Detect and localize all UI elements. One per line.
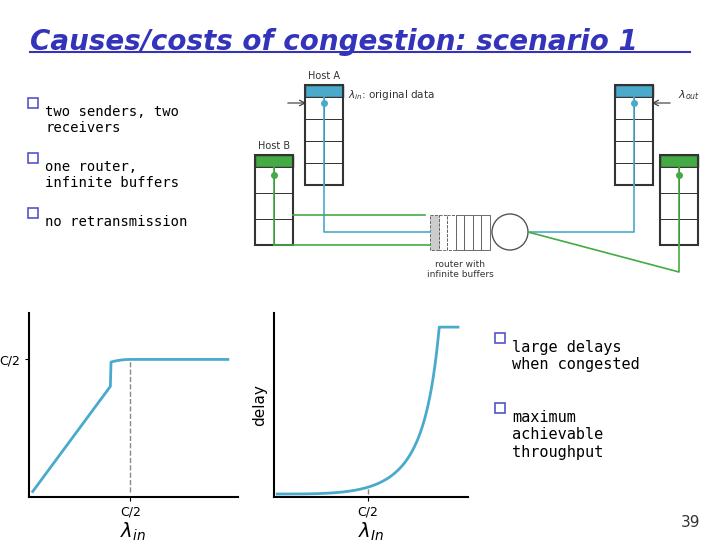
Bar	[660, 155, 698, 167]
Bar	[634, 141, 653, 163]
Y-axis label: delay: delay	[252, 384, 266, 426]
Bar	[255, 167, 274, 193]
Bar	[615, 85, 653, 185]
Bar	[28, 208, 38, 218]
Text: 39: 39	[680, 515, 700, 530]
Text: one router,
infinite buffers: one router, infinite buffers	[45, 160, 179, 190]
Text: two senders, two
receivers: two senders, two receivers	[45, 105, 179, 135]
Bar	[615, 85, 653, 97]
Bar	[274, 167, 293, 193]
Bar	[305, 97, 324, 119]
Bar	[615, 119, 634, 141]
Text: Host A: Host A	[308, 71, 340, 81]
Bar	[28, 153, 38, 163]
Bar	[255, 193, 274, 219]
Bar	[634, 119, 653, 141]
Text: no retransmission: no retransmission	[45, 215, 187, 229]
Bar	[324, 141, 343, 163]
Bar	[495, 333, 505, 343]
Bar	[430, 215, 438, 250]
Bar	[615, 97, 634, 119]
Bar	[660, 167, 679, 193]
Text: $\lambda_{out}$: $\lambda_{out}$	[678, 88, 700, 102]
Bar	[305, 141, 324, 163]
Bar	[324, 97, 343, 119]
Bar	[305, 119, 324, 141]
Text: $\lambda_{in}$: original data: $\lambda_{in}$: original data	[348, 88, 435, 102]
Bar	[255, 155, 293, 245]
Bar	[274, 219, 293, 245]
Bar	[615, 163, 634, 185]
Bar	[660, 193, 679, 219]
Text: maximum
achievable
throughput: maximum achievable throughput	[512, 410, 603, 460]
Bar	[447, 215, 456, 250]
Bar	[305, 85, 343, 97]
Bar	[464, 215, 473, 250]
X-axis label: $\lambda_{in}$: $\lambda_{in}$	[120, 520, 146, 540]
Bar	[660, 219, 679, 245]
Bar	[305, 85, 343, 185]
Bar	[255, 155, 293, 167]
Bar	[495, 403, 505, 413]
Bar	[28, 98, 38, 108]
Bar	[274, 193, 293, 219]
X-axis label: $\lambda_{In}$: $\lambda_{In}$	[358, 520, 384, 540]
Bar	[634, 97, 653, 119]
Text: router with: router with	[435, 260, 485, 269]
Bar	[324, 163, 343, 185]
Text: large delays
when congested: large delays when congested	[512, 340, 640, 373]
Bar	[679, 219, 698, 245]
Bar	[679, 193, 698, 219]
Bar	[438, 215, 447, 250]
Bar	[615, 141, 634, 163]
Bar	[634, 163, 653, 185]
Text: Causes/costs of congestion: scenario 1: Causes/costs of congestion: scenario 1	[30, 28, 638, 56]
Bar	[482, 215, 490, 250]
Bar	[324, 119, 343, 141]
Bar	[660, 155, 698, 245]
Text: Host B: Host B	[258, 141, 290, 151]
Bar	[679, 167, 698, 193]
Bar	[473, 215, 482, 250]
Text: infinite buffers: infinite buffers	[427, 270, 493, 279]
Bar	[305, 163, 324, 185]
Bar	[255, 219, 274, 245]
Bar	[456, 215, 464, 250]
